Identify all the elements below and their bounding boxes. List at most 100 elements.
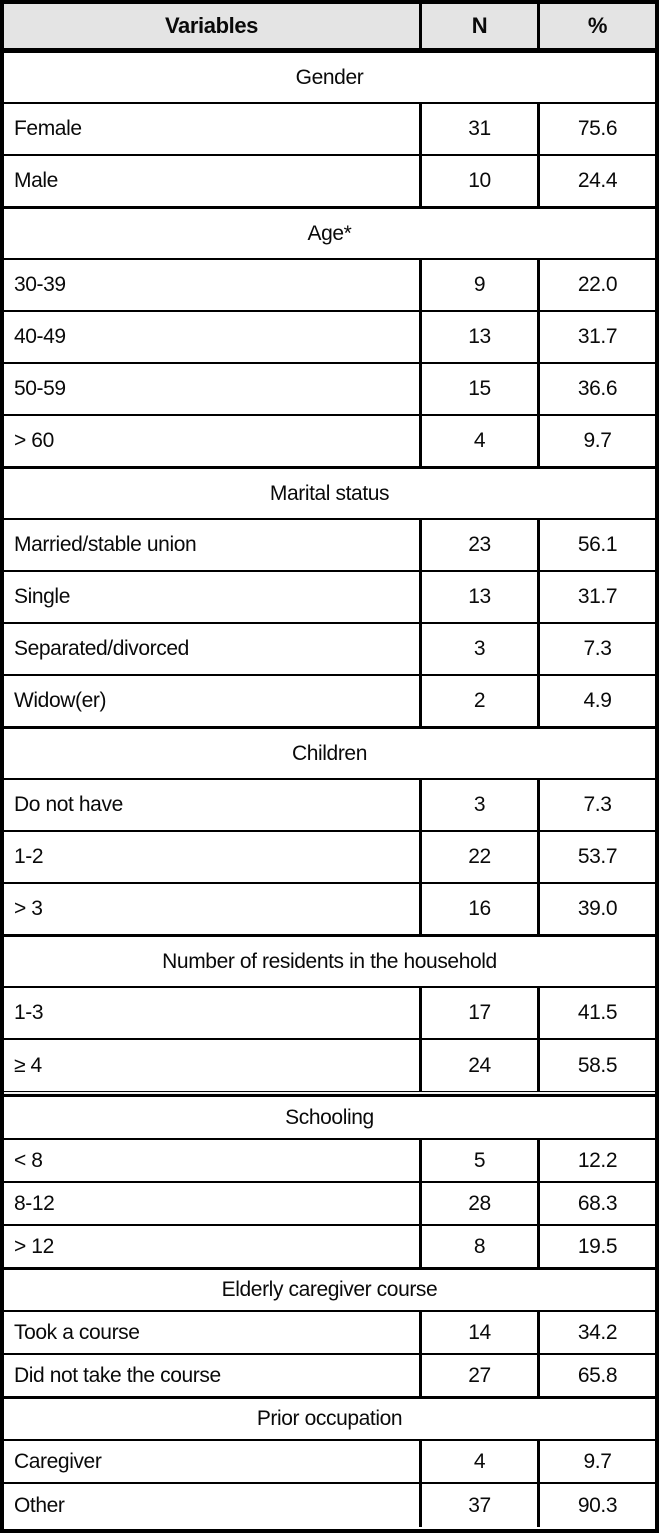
variable-cell: 30-39 bbox=[4, 260, 422, 310]
variable-cell: Other bbox=[4, 1484, 422, 1527]
table-row-female: Female 31 75.6 bbox=[4, 104, 655, 156]
table-row-caregiver: Caregiver 4 9.7 bbox=[4, 1441, 655, 1484]
n-cell: 13 bbox=[422, 572, 540, 622]
n-cell: 22 bbox=[422, 832, 540, 882]
section-header-gender: Gender bbox=[4, 52, 655, 104]
percent-cell: 41.5 bbox=[577, 1001, 618, 1024]
variable-cell: Widow(er) bbox=[4, 676, 422, 726]
percent-cell: 90.3 bbox=[577, 1493, 618, 1517]
variable-cell: > 12 bbox=[4, 1226, 422, 1267]
variable-cell: Female bbox=[4, 104, 422, 154]
table-row-took-a-course: Took a course 14 34.2 bbox=[4, 1312, 655, 1355]
table-row-60: > 60 4 9.7 bbox=[4, 416, 655, 468]
table-row-40-49: 40-49 13 31.7 bbox=[4, 312, 655, 364]
variable-cell: Took a course bbox=[4, 1312, 422, 1353]
section-header-number-of-residents-in-the-household: Number of residents in the household bbox=[4, 936, 655, 988]
table-row-widow-er: Widow(er) 2 4.9 bbox=[4, 676, 655, 728]
variable-cell: 1-2 bbox=[4, 832, 422, 882]
percent-cell: 34.2 bbox=[577, 1320, 618, 1344]
n-cell: 9 bbox=[422, 260, 540, 310]
n-cell: 3 bbox=[422, 780, 540, 830]
percent-cell: 36.6 bbox=[577, 377, 618, 400]
table-row-50-59: 50-59 15 36.6 bbox=[4, 364, 655, 416]
variable-cell: Caregiver bbox=[4, 1441, 422, 1482]
percent-cell: 4.9 bbox=[583, 689, 612, 712]
table-body: Gender Female 31 75.6 Male 10 24.4 Age* … bbox=[4, 52, 655, 1527]
percent-cell: 24.4 bbox=[577, 169, 618, 192]
percent-cell: 9.7 bbox=[583, 1449, 612, 1473]
table-row-30-39: 30-39 9 22.0 bbox=[4, 260, 655, 312]
variable-cell: 50-59 bbox=[4, 364, 422, 414]
variable-cell: 1-3 bbox=[4, 988, 422, 1038]
section-header-schooling: Schooling bbox=[4, 1097, 655, 1140]
percent-cell: 68.3 bbox=[577, 1191, 618, 1215]
n-cell: 15 bbox=[422, 364, 540, 414]
percent-cell: 7.3 bbox=[583, 793, 612, 816]
section-label: Children bbox=[291, 741, 367, 765]
column-header-n: N bbox=[422, 4, 540, 48]
table-row-12: > 12 8 19.5 bbox=[4, 1226, 655, 1269]
percent-cell: 12.2 bbox=[577, 1148, 618, 1172]
section-label: Age* bbox=[307, 221, 352, 245]
percent-cell: 19.5 bbox=[577, 1234, 618, 1258]
variable-cell: Male bbox=[4, 156, 422, 206]
table-row-4: ≥ 4 24 58.5 bbox=[4, 1040, 655, 1092]
n-cell: 31 bbox=[422, 104, 540, 154]
section-header-children: Children bbox=[4, 728, 655, 780]
page-break-divider bbox=[4, 1092, 655, 1097]
n-cell: 23 bbox=[422, 520, 540, 570]
variable-cell: 40-49 bbox=[4, 312, 422, 362]
table-row-did-not-take-the-course: Did not take the course 27 65.8 bbox=[4, 1355, 655, 1398]
section-label: Prior occupation bbox=[256, 1407, 403, 1430]
n-cell: 16 bbox=[422, 884, 540, 934]
n-cell: 37 bbox=[422, 1484, 540, 1527]
n-cell: 5 bbox=[422, 1140, 540, 1181]
n-cell: 3 bbox=[422, 624, 540, 674]
n-cell: 17 bbox=[422, 988, 540, 1038]
percent-cell: 9.7 bbox=[583, 429, 612, 452]
section-label: Elderly caregiver course bbox=[221, 1278, 438, 1301]
variable-cell: 8-12 bbox=[4, 1183, 422, 1224]
variable-cell: ≥ 4 bbox=[4, 1040, 422, 1091]
n-cell: 4 bbox=[422, 416, 540, 466]
variable-cell: Separated/divorced bbox=[4, 624, 422, 674]
n-cell: 14 bbox=[422, 1312, 540, 1353]
section-header-elderly-caregiver-course: Elderly caregiver course bbox=[4, 1269, 655, 1312]
percent-cell: 31.7 bbox=[577, 585, 618, 608]
table-row-8-12: 8-12 28 68.3 bbox=[4, 1183, 655, 1226]
n-cell: 13 bbox=[422, 312, 540, 362]
n-cell: 27 bbox=[422, 1355, 540, 1396]
variable-cell: Did not take the course bbox=[4, 1355, 422, 1396]
percent-cell: 7.3 bbox=[583, 637, 612, 660]
percent-cell: 39.0 bbox=[577, 897, 618, 920]
variable-cell: > 60 bbox=[4, 416, 422, 466]
section-label: Schooling bbox=[285, 1105, 374, 1129]
column-header-percent: % bbox=[587, 13, 608, 38]
table-row-1-2: 1-2 22 53.7 bbox=[4, 832, 655, 884]
percent-cell: 53.7 bbox=[577, 845, 618, 868]
percent-cell: 58.5 bbox=[577, 1053, 618, 1077]
section-label: Marital status bbox=[269, 481, 390, 505]
section-header-age: Age* bbox=[4, 208, 655, 260]
table-row-male: Male 10 24.4 bbox=[4, 156, 655, 208]
n-cell: 10 bbox=[422, 156, 540, 206]
n-cell: 8 bbox=[422, 1226, 540, 1267]
table-row-other: Other 37 90.3 bbox=[4, 1484, 655, 1527]
variable-cell: Do not have bbox=[4, 780, 422, 830]
n-cell: 24 bbox=[422, 1040, 540, 1091]
variable-cell: Single bbox=[4, 572, 422, 622]
percent-cell: 65.8 bbox=[577, 1363, 618, 1387]
percent-cell: 56.1 bbox=[577, 533, 618, 556]
table-row-separated-divorced: Separated/divorced 3 7.3 bbox=[4, 624, 655, 676]
variable-cell: Married/stable union bbox=[4, 520, 422, 570]
table-row-8: < 8 5 12.2 bbox=[4, 1140, 655, 1183]
variable-cell: < 8 bbox=[4, 1140, 422, 1181]
table-header-row: Variables N % bbox=[4, 4, 655, 52]
percent-cell: 75.6 bbox=[577, 117, 618, 140]
n-cell: 2 bbox=[422, 676, 540, 726]
percent-cell: 22.0 bbox=[577, 273, 618, 296]
section-label: Gender bbox=[295, 65, 364, 89]
section-header-prior-occupation: Prior occupation bbox=[4, 1398, 655, 1441]
n-cell: 28 bbox=[422, 1183, 540, 1224]
